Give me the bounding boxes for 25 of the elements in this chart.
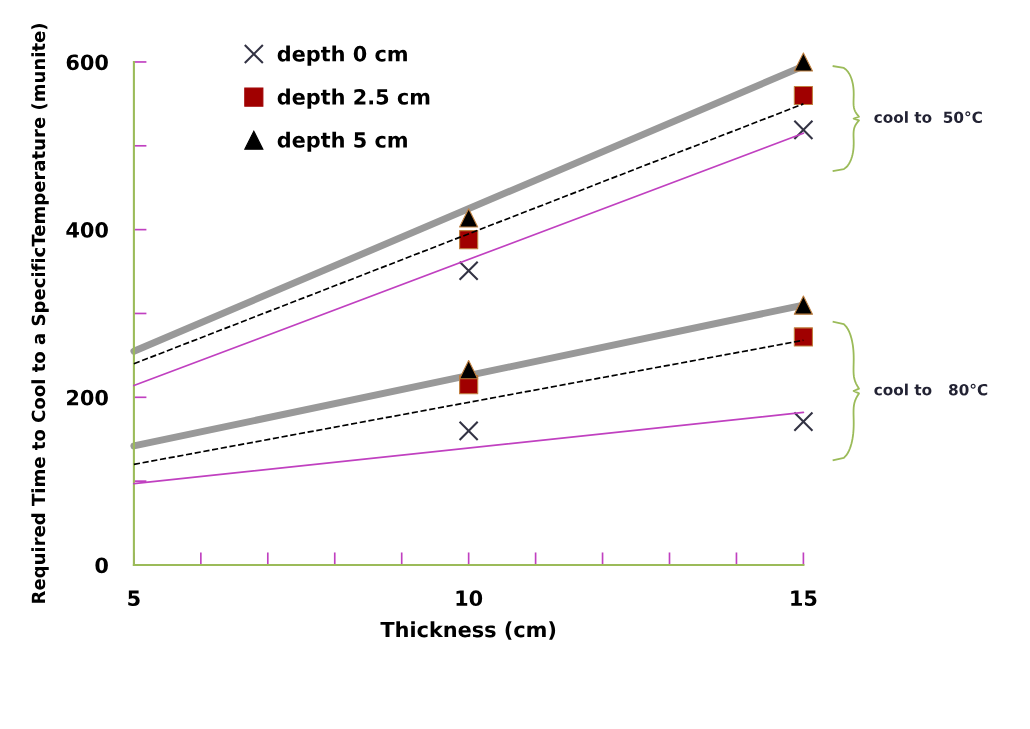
point <box>459 208 479 228</box>
point <box>459 360 479 380</box>
legend-label: depth 0 cm <box>277 45 407 66</box>
x-tick-label: 10 <box>456 590 483 607</box>
x-axis-title: Thickness (cm) <box>380 621 556 640</box>
point <box>793 119 814 140</box>
point <box>458 420 479 441</box>
text: cool to 80°C <box>874 383 988 396</box>
legend-label: depth 5 cm <box>277 131 407 152</box>
point <box>793 52 814 72</box>
y-tick-label: 600 <box>66 54 108 71</box>
point <box>793 295 814 315</box>
point <box>793 327 814 347</box>
y-tick-label: 400 <box>66 222 108 238</box>
point <box>793 85 814 106</box>
x-tick-label: 5 <box>128 590 140 607</box>
y-tick-label: 200 <box>67 389 108 406</box>
x-tick-label: 15 <box>791 590 817 607</box>
text: cool to 50°C <box>874 111 982 123</box>
point <box>459 230 479 250</box>
point <box>458 260 479 281</box>
y-tick-label: 0 <box>95 557 108 574</box>
y-axis-title: Required Time to Cool to a SpecificTemperature (munite) <box>31 24 49 603</box>
legend-label: depth 2.5 cm <box>277 88 430 109</box>
point <box>793 411 814 432</box>
